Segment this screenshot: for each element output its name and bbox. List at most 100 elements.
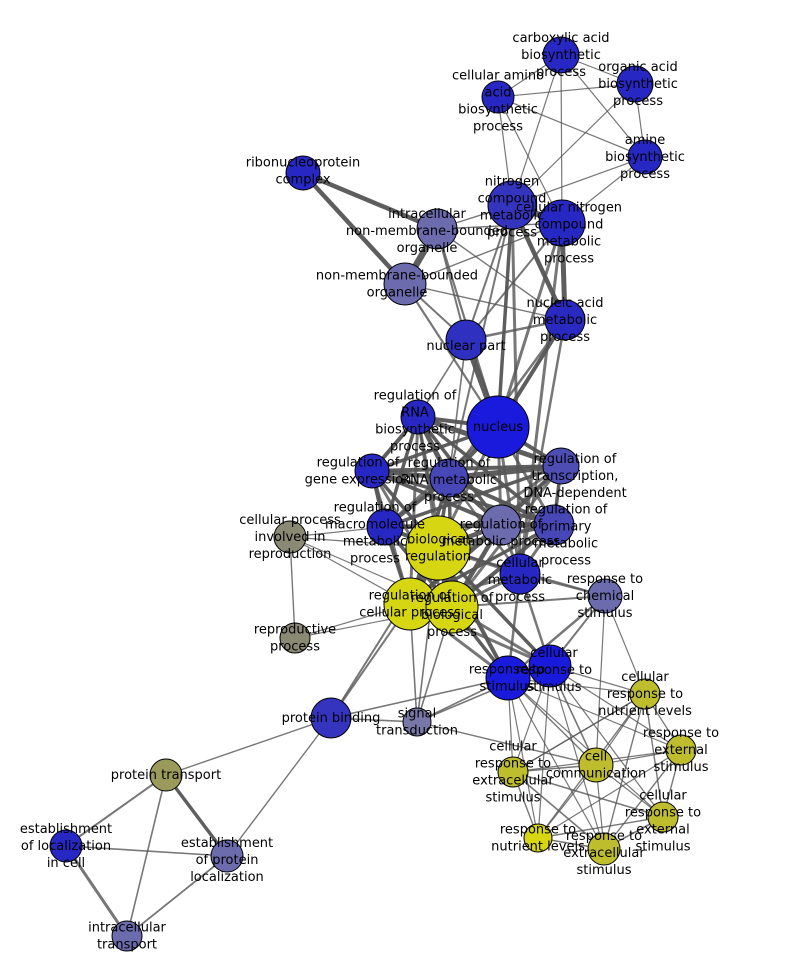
graph-node-response_to_nutrient_levels[interactable]: response to nutrient levels bbox=[523, 823, 553, 853]
graph-node-non_membrane_bounded_organelle[interactable]: non-membrane-bounded organelle bbox=[383, 262, 427, 306]
node-label-signal_transduction: signal transduction bbox=[376, 706, 458, 738]
graph-edge bbox=[644, 693, 664, 818]
graph-node-cellular_response_to_stimulus[interactable]: cellular response to stimulus bbox=[528, 644, 572, 688]
node-label-regulation_of_macromolecule_metabolic_process: regulation of macromolecule metabolic proce… bbox=[325, 500, 425, 566]
graph-node-cellular_process_involved_in_reproduction[interactable]: cellular process involved in reproductio… bbox=[273, 520, 307, 554]
graph-edge bbox=[549, 665, 682, 751]
graph-edge bbox=[65, 774, 167, 847]
node-label-regulation_of_cellular_process: regulation of cellular process bbox=[359, 588, 461, 620]
node-label-carboxylic_acid_biosynthetic_process: carboxylic acid biosynthetic process bbox=[512, 31, 609, 80]
graph-edge bbox=[511, 83, 636, 206]
graph-node-cellular_amino_acid_biosynthetic_process[interactable]: cellular amino acid biosynthetic process bbox=[481, 80, 515, 114]
graph-node-intracellular_transport[interactable]: intracellular transport bbox=[111, 920, 143, 952]
node-label-cellular_nitrogen_compound_metabolic_process: cellular nitrogen compound metabolic proces… bbox=[516, 200, 622, 266]
graph-edge bbox=[537, 749, 682, 839]
graph-node-regulation_of_macromolecule_metabolic_process[interactable]: regulation of macromolecule metabolic pr… bbox=[366, 508, 404, 546]
node-label-cellular_response_to_extracellular_stimulus: cellular response to extracellular stimulus bbox=[472, 739, 554, 805]
graph-node-regulation_of_metabolic_process[interactable]: regulation of metabolic process bbox=[480, 504, 522, 546]
label-layer: carboxylic acid biosynthetic process organi… bbox=[20, 31, 719, 953]
node-label-regulation_of_rna_biosynthetic_process: regulation of RNA biosynthetic process bbox=[374, 388, 457, 454]
node-label-nucleus: nucleus bbox=[473, 420, 523, 435]
graph-node-regulation_of_rna_biosynthetic_process[interactable]: regulation of RNA biosynthetic process bbox=[400, 399, 436, 435]
node-label-cellular_response_to_nutrient_levels: cellular response to nutrient levels bbox=[598, 670, 692, 719]
graph-node-intracellular_non_membrane_bounded_organelle[interactable]: intracellular non-membrane-bounded organ… bbox=[416, 208, 458, 250]
graph-node-protein_binding[interactable]: protein binding bbox=[310, 697, 352, 739]
node-label-non_membrane_bounded_organelle: non-membrane-bounded organelle bbox=[316, 268, 478, 300]
graph-node-nuclear_part[interactable]: nuclear part bbox=[445, 319, 487, 361]
graph-edge bbox=[370, 469, 556, 527]
graph-node-regulation_of_transcription_dna_dependent[interactable]: regulation of transcription, DNA-depende… bbox=[542, 447, 580, 485]
graph-edge bbox=[404, 222, 563, 285]
graph-node-regulation_of_primary_metabolic_process[interactable]: regulation of primary metabolic process bbox=[533, 504, 575, 546]
graph-edge bbox=[603, 693, 646, 850]
node-label-regulation_of_biological_process: regulation of biological process bbox=[411, 591, 494, 640]
graph-edge bbox=[549, 665, 605, 850]
node-label-regulation_of_metabolic_process: regulation of metabolic process bbox=[442, 517, 561, 549]
node-label-nuclear_part: nuclear part bbox=[426, 339, 505, 354]
graph-node-ribonucleoprotein_complex[interactable]: ribonucleoprotein complex bbox=[285, 155, 321, 191]
node-label-cellular_amino_acid_biosynthetic_process: cellular amino acid biosynthetic process bbox=[452, 68, 544, 134]
graph-node-nucleic_acid_metabolic_process[interactable]: nucleic acid metabolic process bbox=[544, 299, 586, 341]
graph-edge bbox=[507, 677, 539, 839]
graph-edge bbox=[64, 844, 129, 938]
graph-edge bbox=[226, 717, 332, 857]
graph-node-establishment_of_protein_localization[interactable]: establishment of protein localization bbox=[210, 839, 244, 873]
graph-edge bbox=[507, 677, 646, 695]
graph-edge bbox=[603, 749, 682, 850]
node-label-ribonucleoprotein_complex: ribonucleoprotein complex bbox=[246, 155, 361, 187]
graph-node-cellular_nitrogen_compound_metabolic_process[interactable]: cellular nitrogen compound metabolic pro… bbox=[538, 199, 586, 247]
node-label-establishment_of_localization_in_cell: establishment of localization in cell bbox=[20, 822, 112, 871]
graph-node-amine_biosynthetic_process[interactable]: amine biosynthetic process bbox=[627, 139, 663, 175]
graph-node-signal_transduction[interactable]: signal transduction bbox=[402, 707, 432, 737]
node-label-regulation_of_primary_metabolic_process: regulation of primary metabolic process bbox=[525, 502, 608, 568]
graph-node-cell_communication[interactable]: cell communication bbox=[578, 747, 614, 783]
graph-edge bbox=[510, 203, 522, 576]
graph-node-response_to_external_stimulus[interactable]: response to external stimulus bbox=[665, 734, 697, 766]
graph-edge bbox=[126, 855, 228, 937]
graph-node-response_to_stimulus[interactable]: response to stimulus bbox=[485, 655, 531, 701]
node-label-cellular_response_to_external_stimulus: cellular response to external stimulus bbox=[625, 788, 701, 854]
graph-node-regulation_of_rna_metabolic_process[interactable]: regulation of RNA metabolic process bbox=[429, 458, 469, 498]
graph-node-nitrogen_compound_metabolic_process[interactable]: nitrogen compound metabolic process bbox=[487, 180, 537, 230]
graph-edge bbox=[549, 665, 664, 818]
graph-edge bbox=[416, 721, 597, 766]
graph-edge bbox=[512, 771, 605, 850]
graph-node-cellular_response_to_extracellular_stimulus[interactable]: cellular response to extracellular stimu… bbox=[497, 756, 529, 788]
node-label-response_to_stimulus: response to stimulus bbox=[469, 662, 545, 694]
graph-node-organic_acid_biosynthetic_process[interactable]: organic acid biosynthetic process bbox=[616, 65, 654, 103]
graph-node-carboxylic_acid_biosynthetic_process[interactable]: carboxylic acid biosynthetic process bbox=[542, 36, 580, 74]
graph-node-regulation_of_biological_process[interactable]: regulation of biological process bbox=[425, 580, 479, 634]
graph-node-response_to_extracellular_stimulus[interactable]: response to extracellular stimulus bbox=[587, 832, 621, 866]
graph-edge bbox=[507, 677, 664, 818]
graph-node-cellular_response_to_external_stimulus[interactable]: cellular response to external stimulus bbox=[647, 801, 679, 833]
graph-node-response_to_chemical_stimulus[interactable]: response to chemical stimulus bbox=[587, 578, 623, 614]
graph-node-establishment_of_localization_in_cell[interactable]: establishment of localization in cell bbox=[49, 829, 83, 863]
graph-edge bbox=[512, 771, 664, 818]
graph-node-reproductive_process[interactable]: reproductive process bbox=[279, 622, 311, 654]
graph-edge bbox=[537, 816, 664, 839]
node-label-response_to_chemical_stimulus: response to chemical stimulus bbox=[567, 572, 643, 621]
graph-edge bbox=[560, 54, 563, 224]
graph-edge bbox=[164, 773, 229, 858]
graph-edge bbox=[416, 415, 556, 527]
graph-node-cellular_response_to_nutrient_levels[interactable]: cellular response to nutrient levels bbox=[629, 678, 661, 710]
graph-edge bbox=[496, 203, 514, 429]
graph-edge bbox=[512, 693, 646, 773]
node-label-cellular_response_to_stimulus: cellular response to stimulus bbox=[516, 646, 592, 695]
node-label-cell_communication: cell communication bbox=[546, 749, 647, 781]
graph-node-regulation_of_gene_expression[interactable]: regulation of gene expression bbox=[354, 453, 390, 489]
graph-node-biological_regulation[interactable]: biological regulation bbox=[405, 515, 471, 581]
graph-node-nucleus[interactable]: nucleus bbox=[466, 395, 530, 459]
node-label-response_to_nutrient_levels: response to nutrient levels bbox=[491, 822, 585, 854]
graph-edge bbox=[497, 83, 636, 98]
graph-edge bbox=[383, 464, 563, 529]
node-label-regulation_of_gene_expression: regulation of gene expression bbox=[305, 455, 412, 487]
node-layer: signal transduction response to nutrient … bbox=[49, 36, 697, 952]
graph-node-protein_transport[interactable]: protein transport bbox=[149, 758, 183, 792]
node-label-amine_biosynthetic_process: amine biosynthetic process bbox=[605, 133, 685, 182]
graph-edge bbox=[604, 595, 646, 695]
graph-edge bbox=[465, 222, 563, 341]
graph-node-cellular_metabolic_process[interactable]: cellular metabolic process bbox=[499, 553, 541, 595]
node-label-nucleic_acid_metabolic_process: nucleic acid metabolic process bbox=[526, 296, 603, 345]
graph-edge bbox=[496, 221, 564, 429]
